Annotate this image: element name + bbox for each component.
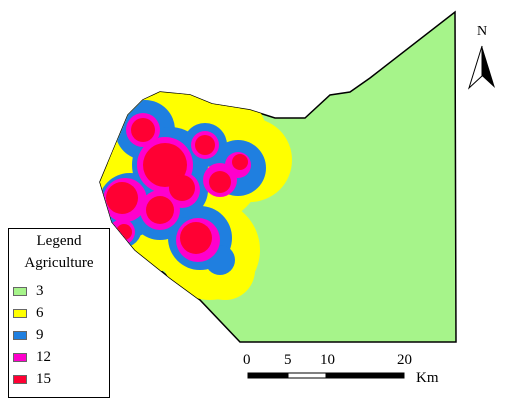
scale-unit: Km bbox=[416, 370, 439, 386]
legend-label-3: 3 bbox=[36, 282, 44, 299]
agriculture-zone-15 bbox=[106, 118, 248, 254]
scale-tick-10: 10 bbox=[320, 352, 335, 368]
legend-swatch-3 bbox=[13, 286, 27, 296]
legend-item-9: 9 bbox=[13, 327, 44, 343]
scale-tick-20: 20 bbox=[397, 352, 412, 368]
legend-label-6: 6 bbox=[36, 304, 44, 321]
legend-label-9: 9 bbox=[36, 326, 44, 343]
legend-swatch-15 bbox=[13, 374, 27, 384]
legend-item-12: 12 bbox=[13, 349, 51, 365]
legend-subtitle: Agriculture bbox=[24, 255, 94, 271]
scale-tick-0: 0 bbox=[243, 352, 251, 368]
scale-tick-5: 5 bbox=[284, 352, 292, 368]
scale-bar-graphic bbox=[247, 372, 405, 379]
north-arrow-icon bbox=[468, 45, 495, 90]
legend-swatch-9 bbox=[13, 330, 27, 340]
legend-item-15: 15 bbox=[13, 371, 51, 387]
legend-box: Legend Agriculture 3 6 9 12 15 bbox=[8, 228, 110, 398]
legend-title: Legend bbox=[36, 233, 82, 249]
legend-swatch-12 bbox=[13, 352, 27, 362]
north-letter: N bbox=[476, 24, 488, 39]
scale-bar: 0 5 10 20 Km bbox=[236, 352, 446, 388]
legend-item-6: 6 bbox=[13, 305, 44, 321]
legend-label-15: 15 bbox=[36, 370, 51, 387]
legend-swatch-6 bbox=[13, 308, 27, 318]
legend-item-3: 3 bbox=[13, 283, 44, 299]
legend-label-12: 12 bbox=[36, 348, 51, 365]
north-arrow: N bbox=[468, 24, 496, 92]
